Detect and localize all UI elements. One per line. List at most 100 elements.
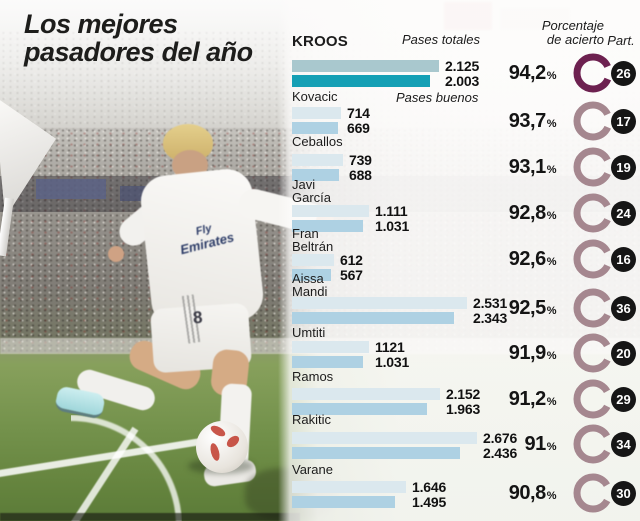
player-name-line: Varane — [292, 462, 333, 477]
matches-played-badge: 36 — [611, 296, 636, 321]
value-pases-buenos: 688 — [349, 167, 372, 183]
player-name: Umtiti — [292, 325, 326, 340]
player-name-line: Mandi — [292, 283, 328, 299]
value-pases-totales: 1.111 — [375, 203, 408, 219]
bar-pases-totales — [292, 205, 369, 217]
bar-pases-totales — [292, 254, 334, 266]
player-name: Ceballos — [292, 134, 343, 149]
value-pases-buenos: 2.003 — [445, 73, 480, 89]
matches-played-badge: 20 — [611, 341, 636, 366]
player-name: KROOS — [292, 33, 349, 50]
accuracy-percentage: 90,8% — [482, 480, 557, 506]
value-pases-totales: 2.676 — [483, 430, 518, 446]
matches-played-badge: 17 — [611, 109, 636, 134]
accuracy-ring-icon — [573, 333, 613, 373]
accuracy-ring-icon — [573, 379, 613, 419]
accuracy-value: 91 — [524, 433, 546, 455]
player-name-line: KROOS — [292, 33, 349, 50]
bar-pases-buenos — [292, 75, 430, 87]
photo-bottom-edge — [0, 513, 300, 521]
accuracy-value: 93,1 — [508, 156, 546, 178]
accuracy-percentage: 91% — [482, 431, 556, 457]
legend-pases-totales: Pases totales — [401, 32, 480, 47]
pct-header-line1: Porcentaje — [541, 18, 604, 33]
accuracy-ring-icon — [573, 147, 613, 187]
matches-played-badge: 30 — [611, 481, 636, 506]
accuracy-value: 91,2 — [508, 388, 546, 410]
value-pases-totales: 739 — [349, 152, 372, 168]
bar-pases-buenos — [292, 356, 363, 368]
bar-pases-totales — [292, 388, 440, 400]
bar-pases-buenos — [292, 169, 339, 181]
ball-marking — [209, 423, 227, 439]
value-pases-buenos: 669 — [347, 120, 370, 136]
accuracy-percentage: 94,2% — [482, 60, 557, 86]
percent-sign: % — [546, 305, 557, 317]
percent-sign: % — [546, 490, 557, 502]
player-name: Kovacic — [292, 89, 338, 104]
bar-pases-totales — [292, 107, 341, 119]
accuracy-value: 92,6 — [508, 248, 546, 270]
accuracy-ring-icon — [573, 473, 613, 513]
value-pases-buenos: 567 — [340, 267, 363, 283]
accuracy-ring-icon — [573, 424, 613, 464]
player-name-line: Javi — [292, 177, 316, 192]
bar-pases-buenos — [292, 122, 338, 134]
bar-pases-totales — [292, 60, 439, 72]
player-name-line: García — [292, 189, 332, 205]
pct-header-line2: de acierto — [546, 32, 604, 47]
accuracy-ring-icon — [573, 239, 613, 279]
value-pases-totales: 1121 — [375, 339, 405, 355]
accuracy-percentage: 91,9% — [482, 340, 557, 366]
player-left-hand — [108, 246, 124, 262]
value-pases-totales: 714 — [347, 105, 370, 121]
player-name-line: Kovacic — [292, 89, 338, 104]
ball-marking — [224, 433, 242, 450]
bar-pases-buenos — [292, 269, 331, 281]
player-name-line: Rakitic — [292, 412, 332, 427]
bar-pases-totales — [292, 154, 343, 166]
bar-pases-totales — [292, 297, 467, 309]
title-line1: Los mejores — [24, 9, 178, 39]
football — [196, 421, 248, 473]
percent-sign: % — [546, 396, 557, 408]
player-name-line: Fran — [292, 226, 319, 241]
value-pases-buenos: 1.031 — [375, 218, 410, 234]
matches-played-badge: 16 — [611, 247, 636, 272]
player-name-line: Ramos — [292, 369, 334, 384]
matches-played-badge: 24 — [611, 201, 636, 226]
accuracy-ring-icon — [573, 288, 613, 328]
accuracy-percentage: 92,6% — [482, 246, 557, 272]
player-name: Rakitic — [292, 412, 332, 427]
value-pases-buenos: 2.436 — [483, 445, 518, 461]
value-pases-totales: 612 — [340, 252, 363, 268]
percent-sign: % — [546, 441, 557, 453]
pct-header: Porcentaje de acierto — [500, 19, 604, 47]
accuracy-value: 91,9 — [508, 342, 546, 364]
led-screen — [36, 179, 106, 199]
value-pases-totales: 2.531 — [473, 295, 508, 311]
player-name-line: Umtiti — [292, 325, 326, 340]
matches-played-badge: 19 — [611, 155, 636, 180]
value-pases-buenos: 1.963 — [446, 401, 481, 417]
player-name: Aissa Mandi — [292, 272, 328, 299]
player-name: Fran Beltrán — [292, 226, 333, 253]
accuracy-percentage: 93,1% — [482, 154, 557, 180]
bar-pases-buenos — [292, 220, 363, 232]
value-pases-buenos: 1.031 — [375, 354, 410, 370]
value-pases-totales: 1.646 — [412, 479, 447, 495]
bar-pases-totales — [292, 481, 406, 493]
accuracy-percentage: 92,5% — [482, 295, 557, 321]
accuracy-value: 92,5 — [508, 297, 546, 319]
title-line2: pasadores del año — [24, 37, 253, 67]
percent-sign: % — [546, 350, 557, 362]
shorts-number: 8 — [192, 307, 204, 328]
player-name-line: Ceballos — [292, 134, 343, 149]
accuracy-value: 94,2 — [508, 62, 546, 84]
page-title: Los mejores pasadores del año — [24, 10, 253, 66]
ball-marking — [208, 442, 222, 462]
player-name: Ramos — [292, 369, 334, 384]
matches-played-badge: 26 — [611, 61, 636, 86]
percent-sign: % — [546, 118, 557, 130]
